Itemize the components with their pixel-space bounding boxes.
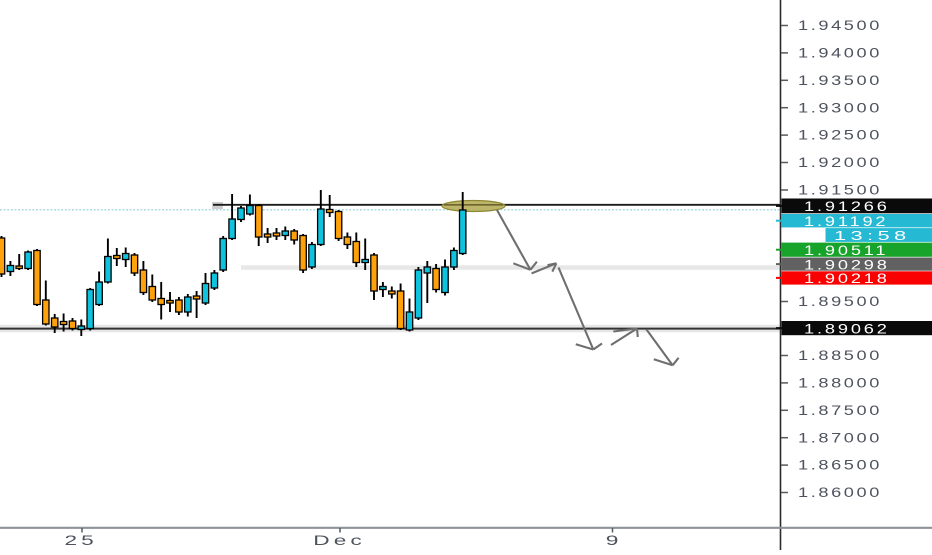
svg-text:1.90218: 1.90218 bbox=[804, 271, 890, 287]
svg-text:1.91192: 1.91192 bbox=[804, 214, 888, 230]
svg-text:1.91500: 1.91500 bbox=[798, 183, 882, 199]
svg-text:1.93500: 1.93500 bbox=[798, 73, 882, 89]
svg-text:1.92500: 1.92500 bbox=[798, 128, 882, 144]
svg-text:1.87500: 1.87500 bbox=[798, 403, 882, 419]
svg-text:25: 25 bbox=[65, 532, 98, 548]
svg-text:1.88500: 1.88500 bbox=[798, 348, 882, 364]
svg-text:1.87000: 1.87000 bbox=[798, 430, 882, 446]
svg-text:1.86500: 1.86500 bbox=[798, 458, 882, 474]
svg-text:1.90511: 1.90511 bbox=[804, 243, 888, 259]
svg-text:1.93000: 1.93000 bbox=[798, 100, 882, 116]
svg-text:1.89500: 1.89500 bbox=[798, 294, 882, 310]
svg-text:1.91266: 1.91266 bbox=[804, 199, 890, 215]
svg-text:1.94500: 1.94500 bbox=[798, 18, 882, 34]
svg-text:1.89062: 1.89062 bbox=[804, 321, 890, 337]
svg-text:9: 9 bbox=[606, 532, 623, 548]
svg-text:1.88000: 1.88000 bbox=[798, 375, 882, 391]
svg-text:13:58: 13:58 bbox=[834, 229, 911, 243]
svg-text:1.86000: 1.86000 bbox=[798, 485, 882, 501]
svg-text:1.94000: 1.94000 bbox=[798, 45, 882, 61]
svg-text:1.92000: 1.92000 bbox=[798, 155, 882, 171]
svg-text:Dec: Dec bbox=[313, 532, 365, 548]
